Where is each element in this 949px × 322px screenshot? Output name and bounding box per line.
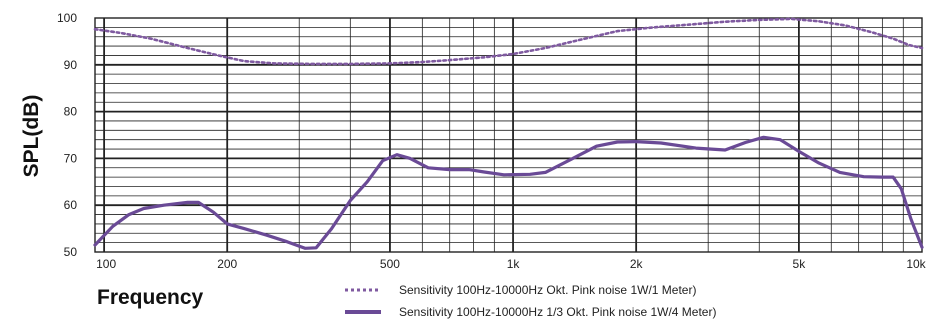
series-line-dotted — [93, 17, 924, 66]
y-tick-labels: 100 90 80 70 60 50 — [57, 11, 77, 259]
x-axis-label: Frequency — [97, 286, 204, 309]
y-tick-label: 80 — [64, 105, 78, 119]
plot-frame — [94, 17, 923, 253]
x-tick-labels: 100 200 500 1k 2k 5k 10k — [96, 257, 927, 271]
y-tick-label: 90 — [64, 58, 78, 72]
minor-grid — [95, 18, 922, 252]
x-tick-label: 100 — [96, 257, 116, 271]
x-tick-label: 2k — [630, 257, 644, 271]
x-tick-label: 200 — [217, 257, 237, 271]
series-line-solid — [93, 135, 924, 250]
x-tick-label: 10k — [906, 257, 926, 271]
series-layer — [93, 17, 924, 250]
y-tick-label: 100 — [57, 11, 77, 25]
major-grid — [95, 18, 922, 252]
y-tick-label: 50 — [64, 245, 78, 259]
y-axis-label: SPL(dB) — [20, 95, 43, 178]
plot-border — [94, 17, 923, 253]
x-tick-label: 500 — [380, 257, 400, 271]
legend: Sensitivity 100Hz-10000Hz Okt. Pink nois… — [345, 283, 716, 319]
legend-label-dotted: Sensitivity 100Hz-10000Hz Okt. Pink nois… — [399, 283, 696, 297]
y-tick-label: 70 — [64, 151, 78, 165]
legend-label-solid: Sensitivity 100Hz-10000Hz 1/3 Okt. Pink … — [399, 305, 716, 319]
x-tick-label: 1k — [507, 257, 521, 271]
y-tick-label: 60 — [64, 198, 78, 212]
x-tick-label: 5k — [793, 257, 807, 271]
